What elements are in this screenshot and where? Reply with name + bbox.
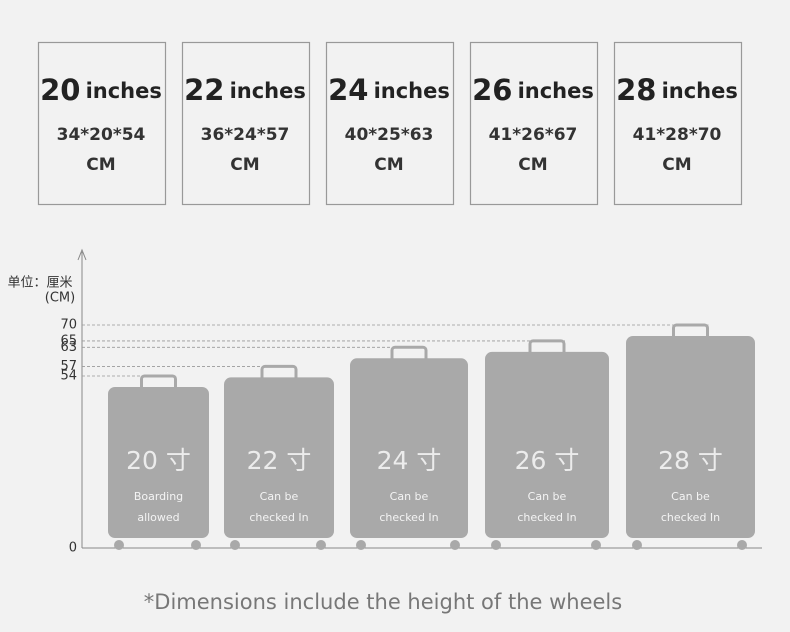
dimensions-unit: CM [662, 155, 691, 175]
y-tick-label: 65 [60, 333, 77, 348]
size-title: 26 inches [472, 73, 594, 107]
size-unit: inches [86, 79, 162, 103]
suitcase-size: 20 寸 [126, 446, 191, 475]
y-tick-label: 63 [60, 340, 77, 355]
size-card [325, 41, 455, 206]
footnote: *Dimensions include the height of the wh… [144, 590, 622, 614]
suitcase-wheel [450, 540, 460, 550]
suitcase-note: Can be [260, 490, 299, 503]
suitcase-body [350, 358, 468, 538]
size-number: 20 [40, 73, 80, 107]
suitcase-note: Can be [671, 490, 710, 503]
suitcase-size: 28 寸 [658, 446, 723, 475]
dimensions: 40*25*63 [345, 125, 434, 145]
suitcase-note: Boarding [134, 490, 183, 503]
suitcase-note: checked In [379, 511, 438, 524]
size-card [613, 41, 743, 206]
dimensions: 41*28*70 [633, 125, 722, 145]
size-number: 28 [616, 73, 656, 107]
suitcase-body [224, 377, 334, 538]
suitcase-note: checked In [249, 511, 308, 524]
suitcase-note: checked In [661, 511, 720, 524]
dimensions-unit: CM [374, 155, 403, 175]
suitcase-wheel [230, 540, 240, 550]
y-tick-label: 70 [60, 318, 77, 333]
size-title: 22 inches [184, 73, 306, 107]
size-unit: inches [662, 79, 738, 103]
suitcase-note: checked In [517, 511, 576, 524]
size-unit: inches [518, 79, 594, 103]
dimensions: 41*26*67 [489, 125, 578, 145]
suitcase-wheel [356, 540, 366, 550]
suitcase-body [485, 351, 609, 538]
suitcase-wheel [737, 540, 747, 550]
size-unit: inches [374, 79, 450, 103]
y-axis-arrow [77, 248, 87, 261]
y-tick-label: 57 [60, 359, 77, 374]
size-title: 20 inches [40, 73, 162, 107]
suitcase-note: allowed [137, 511, 179, 524]
suitcase-wheel [191, 540, 201, 550]
suitcase-wheel [491, 540, 501, 550]
size-unit: inches [230, 79, 306, 103]
y-axis-label: 单位：厘米 [7, 276, 72, 291]
suitcase-note: Can be [528, 490, 567, 503]
suitcase-wheel [316, 540, 326, 550]
suitcase-body [108, 386, 209, 538]
suitcase-wheel [632, 540, 642, 550]
size-number: 22 [184, 73, 224, 107]
suitcase [224, 364, 334, 550]
suitcase-size: 26 寸 [515, 446, 580, 475]
suitcase [108, 374, 209, 550]
suitcase-size: 22 寸 [247, 446, 312, 475]
size-number: 24 [328, 73, 368, 107]
suitcase-wheel [591, 540, 601, 550]
suitcase-size: 24 寸 [377, 446, 442, 475]
size-number: 26 [472, 73, 512, 107]
size-card [37, 41, 167, 206]
y-axis-label: (CM) [45, 291, 75, 306]
suitcase-wheel [114, 540, 124, 550]
suitcase [485, 339, 609, 550]
size-title: 24 inches [328, 73, 450, 107]
suitcase [626, 323, 755, 550]
y-tick-label: 54 [60, 368, 77, 383]
dimensions-unit: CM [518, 155, 547, 175]
suitcase-body [626, 336, 755, 538]
dimensions: 34*20*54 [57, 125, 146, 145]
suitcase [350, 345, 468, 550]
size-card [469, 41, 599, 206]
dimensions-unit: CM [230, 155, 259, 175]
size-card [181, 41, 311, 206]
dimensions: 36*24*57 [201, 125, 290, 145]
dimensions-unit: CM [86, 155, 115, 175]
y-tick-label: 0 [69, 541, 77, 556]
suitcase-note: Can be [390, 490, 429, 503]
size-title: 28 inches [616, 73, 738, 107]
